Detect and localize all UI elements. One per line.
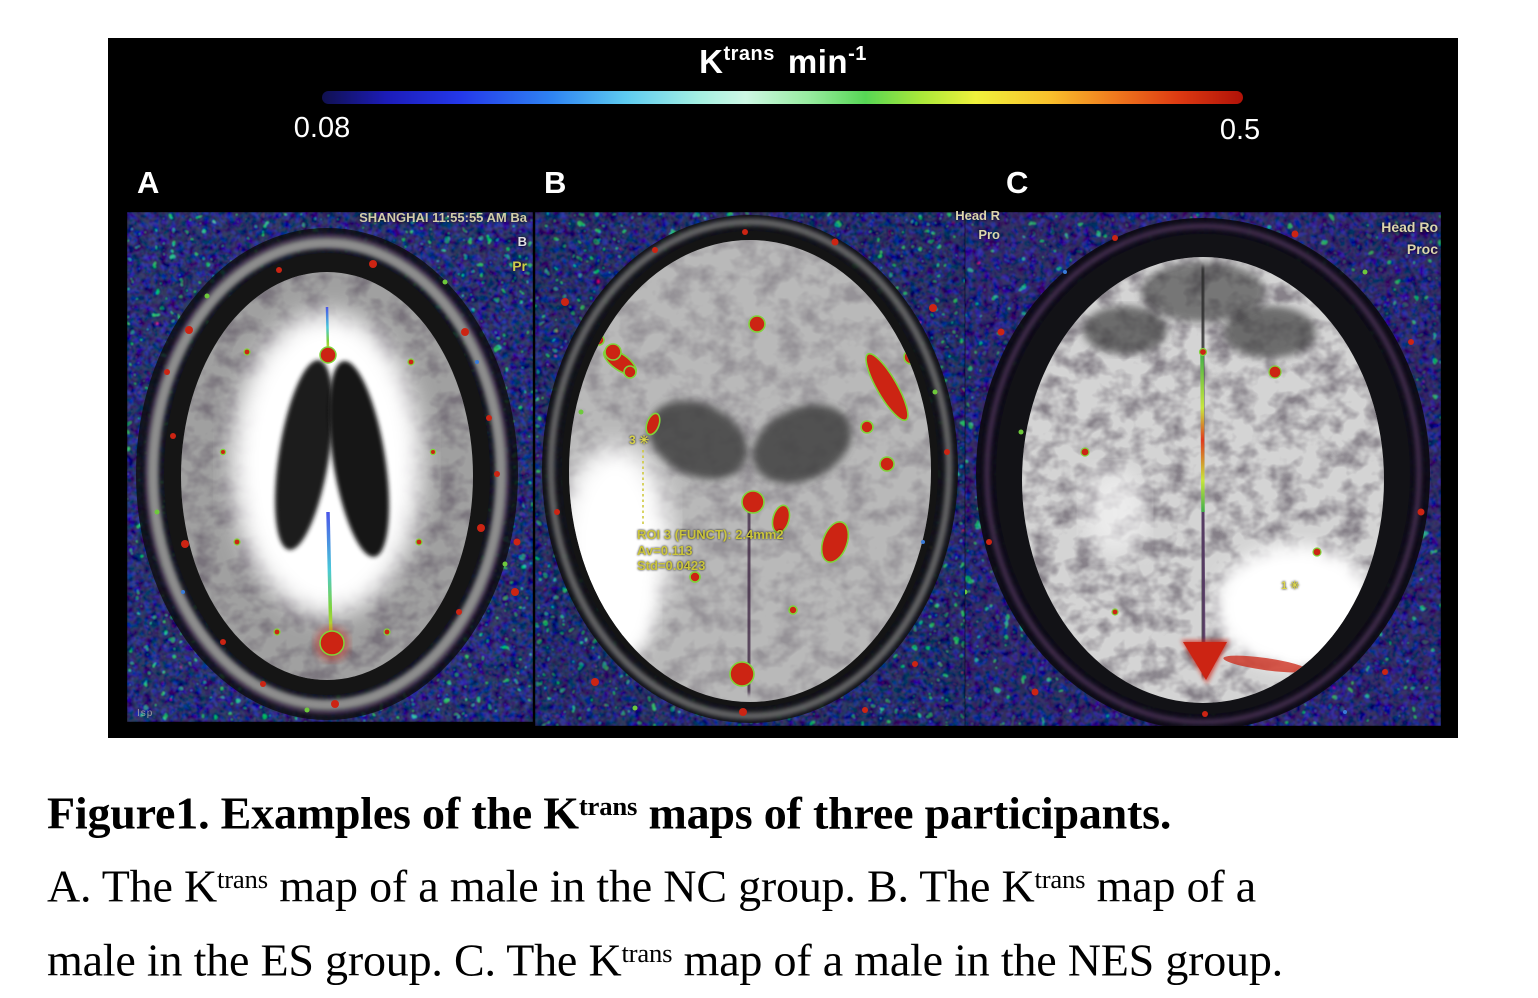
colorbar-gradient (322, 91, 1243, 104)
ventricle-left (275, 360, 333, 550)
dicom-c-line2: Proc (1406, 241, 1438, 257)
dark-sulci-frontal-right (1224, 306, 1316, 358)
roi-marker-c: 1 ✳ (1281, 580, 1300, 592)
title-unit-sup: -1 (848, 43, 867, 65)
dicom-a-line3: Pr (512, 258, 527, 274)
dicom-c-line1: Head Ro (1381, 219, 1438, 235)
caption-line2-sup1: trans (217, 864, 268, 895)
hotspot-sinus-b (729, 661, 755, 687)
dicom-a-line1: SHANGHAI 11:55:55 AM Ba (359, 212, 527, 225)
dicom-bc-line2: Pro (978, 227, 1000, 242)
caption-line-2: A. The Ktrans map of a male in the NC gr… (47, 846, 1529, 919)
vessel-hotspots-b (593, 315, 919, 687)
anterior-fissure-line (325, 306, 330, 353)
colorbar-min-label: 0.08 (293, 112, 351, 144)
title-k-sup: trans (723, 43, 775, 65)
head-b (542, 215, 958, 723)
roi-marker-b: 3 ✳ (629, 433, 650, 447)
roi-target-spot (645, 412, 661, 436)
head-c (965, 218, 1430, 726)
posterior-fissure-line (326, 511, 333, 641)
scalp-rim-tint (145, 234, 509, 714)
transverse-sinus-streak (1223, 655, 1307, 673)
mri-scan-a: SHANGHAI 11:55:55 AM Ba B Pr Isp (127, 212, 533, 722)
caption-line3-text: male in the ES group. C. The K (47, 933, 622, 985)
mri-scan-c: Head Ro Proc 1 ✳ (965, 212, 1441, 726)
dark-sulci-frontal-left (1083, 306, 1167, 354)
ventricle-right (329, 361, 389, 557)
noise-specks-a (154, 260, 521, 713)
hotspot-sinus-c (1183, 642, 1227, 680)
caption-line3-sup: trans (621, 937, 673, 968)
panel-label-a: A (137, 165, 160, 200)
mri-scan-b-image (535, 212, 965, 726)
colorbar-title: Ktrans min-1 (108, 43, 1458, 81)
hotspot-sinus-a (319, 630, 345, 656)
roi-annotation: ROI 3 (FUNCT): 2.4mm2 Av=0.113 Std=0.042… (637, 527, 784, 574)
title-k: K (699, 43, 724, 80)
posterior-midline-b (744, 506, 754, 695)
roi-line-2: Av=0.113 (637, 542, 693, 558)
cortical-specks-c (1080, 347, 1322, 616)
thalamus-left (648, 400, 748, 480)
caption-line2-sup2: trans (1034, 864, 1086, 895)
hotspot-right-posterior (820, 521, 850, 563)
title-unit: min (787, 43, 849, 80)
caption-line-3: male in the ES group. C. The Ktrans map … (47, 920, 1529, 993)
figure-caption: Figure1. Examples of the Ktrans maps of … (47, 773, 1529, 993)
scalp-rim-tint-c (984, 223, 1422, 725)
caption-heading-sup: trans (578, 791, 638, 821)
dicom-overlay-c: Head Ro Proc (1381, 216, 1438, 260)
caption-line2-text-3: map of a (1085, 860, 1257, 912)
mri-scan-b: 3 ✳ ROI 3 (FUNCT): 2.4mm2 Av=0.113 Std=0… (535, 212, 965, 726)
roi-line-1: ROI 3 (FUNCT): 2.4mm2 (637, 527, 784, 542)
mri-scan-c-image (965, 212, 1441, 726)
thalamus-right (752, 404, 852, 484)
dicom-a-line2: B (517, 234, 527, 249)
caption-line2-text-2: map of a male in the NC group. B. The K (267, 860, 1035, 912)
head-a (136, 228, 521, 720)
panel-label-c: C (1006, 165, 1029, 200)
caption-line2-text: A. The K (47, 860, 218, 912)
caption-line3-text-2: map of a male in the NES group. (672, 933, 1284, 985)
caption-heading-text: Figure1. Examples of the K (47, 787, 579, 839)
scalp-ring-b (547, 218, 953, 720)
hotspot-anterior (319, 346, 337, 364)
dicom-bc-line1: Head R (955, 208, 1000, 223)
caption-heading-text-2: maps of three participants. (637, 787, 1172, 839)
panel-label-b: B (544, 165, 567, 200)
roi-line-3: Std=0.0423 (637, 558, 706, 573)
caption-heading: Figure1. Examples of the Ktrans maps of … (47, 773, 1529, 846)
fissure-ktrans-line (1200, 351, 1205, 513)
colorbar-max-label: 0.5 (1219, 114, 1261, 146)
dicom-overlay-a: SHANGHAI 11:55:55 AM Ba B Pr (359, 212, 527, 278)
figure-panel: Ktrans min-1 0.08 0.5 A B C (108, 38, 1458, 738)
scalp-ring (147, 237, 507, 711)
cortical-specks-a (219, 348, 437, 636)
dicom-overlay-bc: Head R Pro (936, 206, 1000, 244)
mri-scan-a-image (127, 212, 533, 722)
noise-specks-b (554, 229, 950, 716)
dicom-a-corner-text: Isp (137, 708, 154, 719)
noise-specks-c (965, 230, 1425, 717)
